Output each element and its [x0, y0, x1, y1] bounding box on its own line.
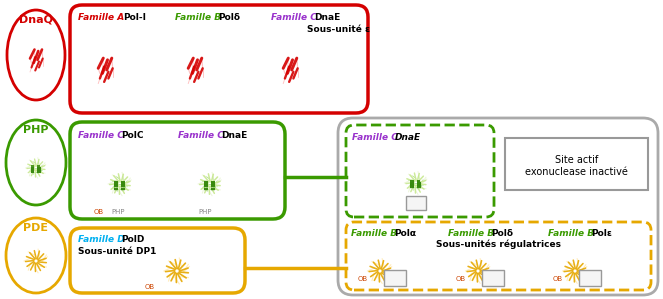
Text: OB: OB — [145, 284, 155, 290]
Bar — [579, 270, 601, 286]
Text: Sous-unité DP1: Sous-unité DP1 — [78, 246, 156, 256]
Text: Famille B: Famille B — [448, 228, 494, 237]
Bar — [406, 196, 426, 210]
Text: Site actif
exonuclease inactivé: Site actif exonuclease inactivé — [525, 155, 628, 177]
Text: Polε: Polε — [591, 228, 612, 237]
Text: PHP: PHP — [198, 209, 211, 215]
Text: Famille B: Famille B — [548, 228, 594, 237]
Text: Famille B: Famille B — [351, 228, 397, 237]
Text: Famille C: Famille C — [352, 132, 398, 141]
Text: PolC: PolC — [121, 130, 143, 140]
Text: OB: OB — [553, 276, 563, 282]
Text: Famille D: Famille D — [78, 236, 125, 245]
Text: PolD: PolD — [121, 236, 145, 245]
Text: OB: OB — [358, 276, 368, 282]
Text: DnaE: DnaE — [395, 132, 421, 141]
Text: Famille B: Famille B — [175, 13, 221, 22]
Text: DnaE: DnaE — [221, 130, 247, 140]
Text: Pol-I: Pol-I — [123, 13, 146, 22]
Text: Polδ: Polδ — [491, 228, 513, 237]
Text: Sous-unités régulatrices: Sous-unités régulatrices — [436, 239, 561, 249]
Text: DnaQ: DnaQ — [19, 15, 53, 25]
Text: PDE: PDE — [23, 223, 48, 233]
Text: OB: OB — [94, 209, 104, 215]
Text: Famille C: Famille C — [78, 130, 124, 140]
Text: Polδ: Polδ — [218, 13, 240, 22]
Text: DnaE: DnaE — [314, 13, 340, 22]
Text: Famille C: Famille C — [178, 130, 224, 140]
Bar — [505, 138, 648, 190]
Text: Sous-unité ε: Sous-unité ε — [307, 25, 370, 33]
Bar — [482, 270, 504, 286]
Bar — [384, 270, 406, 286]
Text: PHP: PHP — [23, 125, 49, 135]
Text: PHP: PHP — [111, 209, 125, 215]
Text: Famille A: Famille A — [78, 13, 124, 22]
Text: Polα: Polα — [394, 228, 416, 237]
Text: Famille C: Famille C — [271, 13, 317, 22]
Text: OB: OB — [456, 276, 466, 282]
